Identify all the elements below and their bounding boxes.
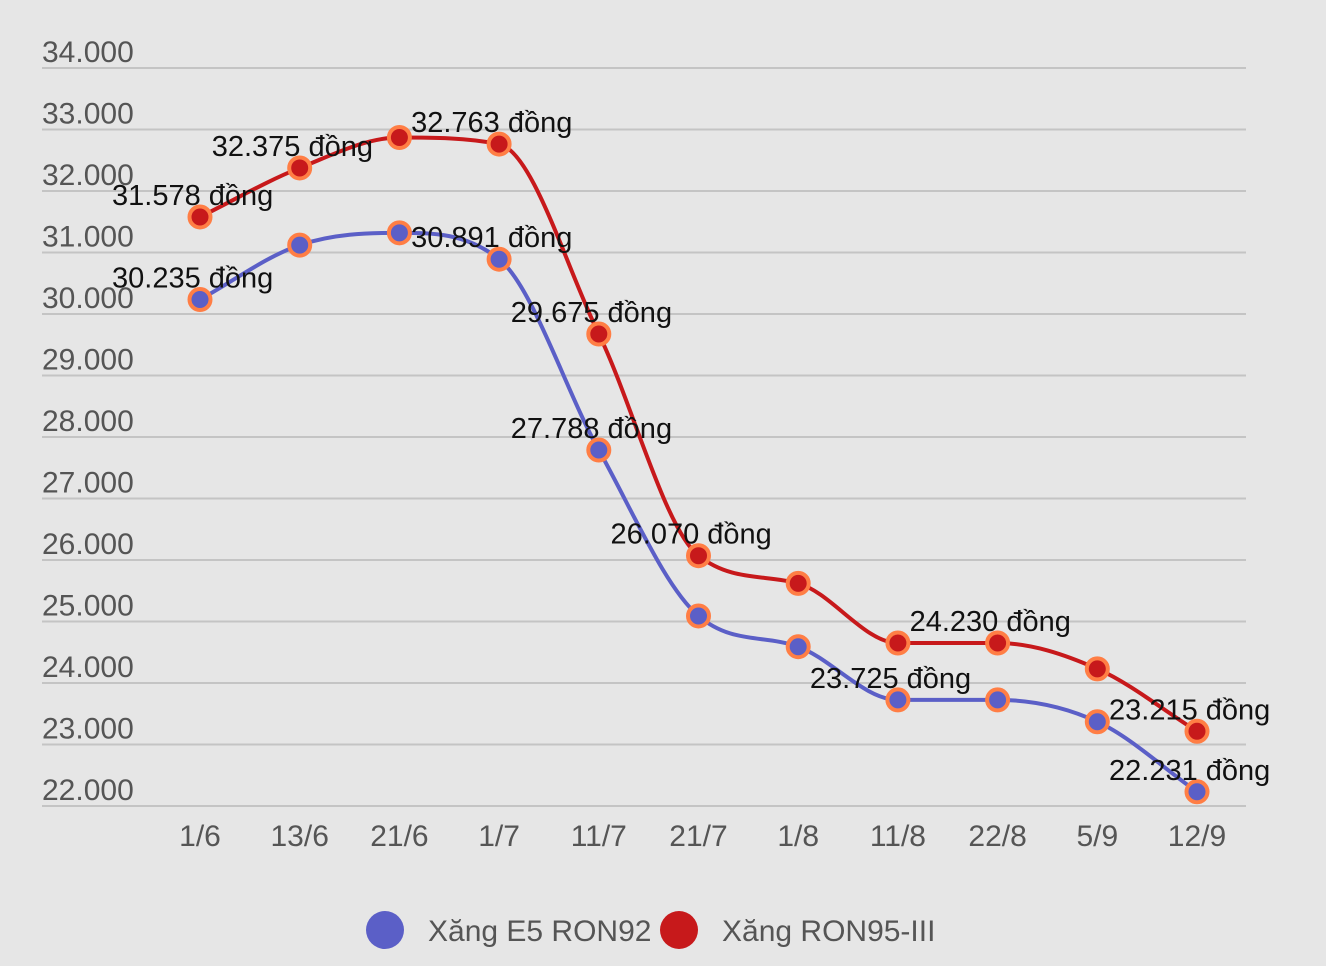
legend-swatch: [366, 911, 404, 949]
series-line-1: [199, 230, 1199, 794]
legend-swatch: [660, 911, 698, 949]
y-tick-label: 33.000: [42, 98, 134, 131]
data-point: [187, 287, 213, 313]
data-point: [386, 124, 412, 150]
data-label: 29.675 đồng: [511, 297, 672, 329]
y-tick-label: 22.000: [42, 774, 134, 807]
data-point: [287, 232, 313, 258]
series-line-2: [199, 135, 1199, 733]
legend-label: Xăng E5 RON92: [428, 915, 651, 948]
x-tick-label: 21/7: [669, 820, 727, 853]
y-tick-label: 32.000: [42, 159, 134, 192]
data-point: [586, 437, 612, 463]
x-tick-label: 1/8: [777, 820, 819, 853]
y-grid: 34.000 33.000 32.000 31.000 30.000 29.000 28.0…: [42, 36, 1246, 807]
y-tick-label: 24.000: [42, 651, 134, 684]
data-label: 30.235 đồng: [112, 263, 273, 295]
y-tick-label: 25.000: [42, 590, 134, 623]
data-label: 31.578 đồng: [112, 180, 273, 212]
data-point: [686, 543, 711, 569]
series-markers-1: [187, 220, 1210, 805]
y-tick-label: 34.000: [42, 36, 134, 69]
x-tick-label: 1/7: [478, 820, 520, 853]
data-point: [486, 131, 512, 157]
data-point: [785, 570, 811, 596]
x-tick-label: 21/6: [370, 820, 428, 853]
series-markers-2: [187, 124, 1210, 744]
y-tick-label: 28.000: [42, 405, 134, 438]
data-labels: 30.235 đồng 30.891 đồng 27.788 đồng 23.725 …: [112, 107, 1270, 787]
data-point: [586, 321, 612, 347]
legend-label: Xăng RON95-III: [722, 915, 935, 948]
y-tick-label: 26.000: [42, 528, 134, 561]
data-point: [386, 220, 412, 246]
data-point: [1084, 656, 1110, 682]
data-label: 32.375 đồng: [212, 131, 373, 163]
data-label: 24.230 đồng: [910, 606, 1071, 638]
data-point: [985, 687, 1011, 713]
data-label: 26.070 đồng: [611, 519, 772, 551]
y-tick-label: 30.000: [42, 282, 134, 315]
x-axis: 1/6 13/6 21/6 1/7 11/7 21/7 1/8 11/8 22/8 5/9 12/9: [179, 820, 1226, 853]
y-tick-label: 27.000: [42, 467, 134, 500]
data-label: 23.725 đồng: [810, 663, 971, 695]
y-tick-label: 23.000: [42, 713, 134, 746]
data-point: [985, 630, 1011, 656]
y-tick-label: 29.000: [42, 344, 134, 377]
x-tick-label: 13/6: [271, 820, 329, 853]
data-point: [486, 246, 512, 272]
x-tick-label: 11/8: [870, 820, 926, 853]
data-point: [785, 634, 811, 660]
data-point: [287, 155, 313, 181]
x-tick-label: 5/9: [1076, 820, 1118, 853]
data-point: [1184, 779, 1210, 805]
data-label: 23.215 đồng: [1109, 694, 1270, 726]
y-tick-label: 31.000: [42, 221, 134, 254]
data-point: [1184, 718, 1210, 744]
data-point: [885, 687, 911, 713]
data-point: [187, 204, 213, 230]
x-tick-label: 11/7: [571, 820, 627, 853]
data-label: 30.891 đồng: [411, 222, 572, 254]
x-tick-label: 12/9: [1168, 820, 1226, 853]
data-point: [885, 630, 911, 656]
data-point: [1084, 709, 1110, 735]
data-label: 27.788 đồng: [511, 413, 672, 445]
data-label: 32.763 đồng: [411, 107, 572, 139]
data-label: 22.231 đồng: [1109, 755, 1270, 787]
data-point: [686, 603, 711, 629]
legend: Xăng E5 RON92 Xăng RON95-III: [366, 911, 935, 949]
x-tick-label: 1/6: [179, 820, 221, 853]
x-tick-label: 22/8: [968, 820, 1026, 853]
